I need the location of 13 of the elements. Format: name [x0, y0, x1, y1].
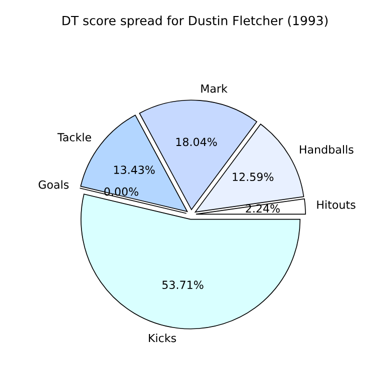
data-label: 2.24%: [246, 204, 280, 213]
slice-label: Handballs: [300, 145, 354, 154]
category-label: Goals: [38, 180, 69, 189]
data-label: 53.71%: [162, 280, 204, 290]
slice-label: Tackle: [57, 132, 92, 142]
data-label: 12.59%: [232, 172, 274, 182]
slice-label: Mark: [201, 84, 228, 93]
data-label: 18.04%: [176, 138, 217, 146]
text: 0.00%: [104, 187, 138, 196]
chart-title: DT score spread for Dustin Fletcher (1993): [62, 16, 328, 28]
slice-label: Kicks: [148, 334, 176, 342]
slice-label: Hitouts: [317, 200, 356, 209]
data-label: 13.43%: [114, 166, 155, 174]
